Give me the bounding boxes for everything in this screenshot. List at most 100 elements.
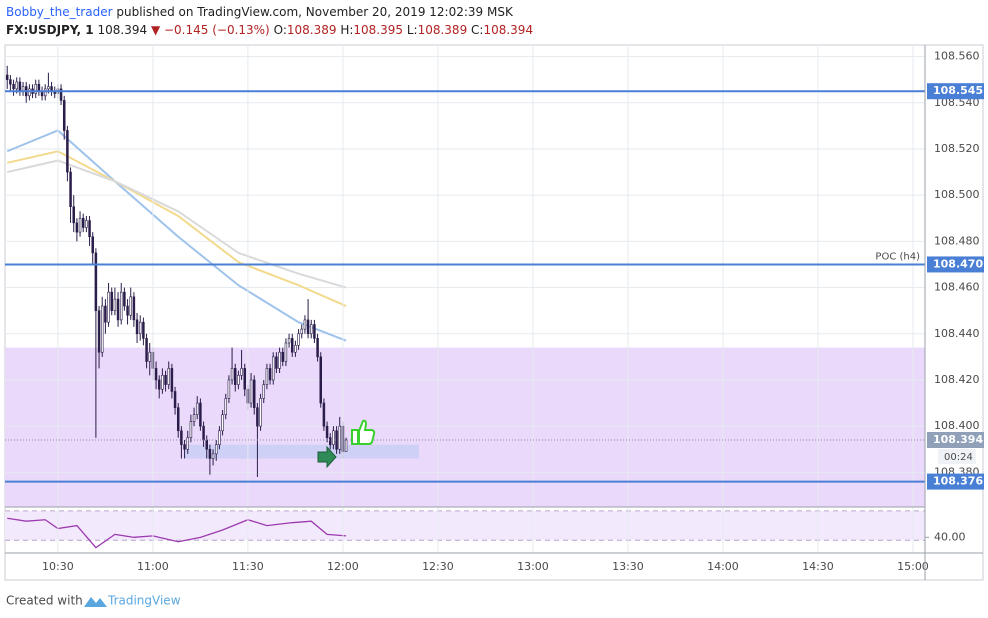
level-label: 108.376	[933, 475, 983, 488]
candle-body	[15, 81, 18, 90]
candle-body	[227, 379, 231, 399]
candle-body	[294, 344, 297, 353]
candle-body	[110, 291, 113, 311]
x-tick-label: 10:30	[42, 560, 74, 573]
countdown: 00:24	[944, 452, 973, 463]
y-tick-label: 108.500	[934, 188, 980, 201]
symbol-line: FX:USDJPY, 1 108.394 ▼ −0.145 (−0.13%) O…	[6, 23, 533, 37]
candle-body	[113, 298, 117, 311]
l-label: L:	[407, 23, 418, 37]
candle-body	[208, 448, 212, 459]
candle-body	[202, 425, 205, 441]
level-label: 108.545	[933, 84, 983, 97]
candle-body	[256, 407, 259, 427]
candle-body	[97, 310, 101, 353]
candle-body	[290, 338, 294, 353]
candle-body	[249, 379, 253, 404]
candle-body	[186, 437, 189, 450]
candle-body	[123, 291, 126, 307]
candle-body	[69, 171, 72, 208]
candle-body	[62, 100, 66, 131]
x-tick-label: 11:30	[232, 560, 264, 573]
x-tick-label: 13:30	[612, 560, 644, 573]
candle-body	[34, 83, 37, 94]
candle-body	[170, 368, 174, 392]
x-tick-label: 12:30	[422, 560, 454, 573]
low: 108.389	[418, 23, 468, 37]
candle-body	[142, 321, 145, 339]
candle-body	[233, 368, 237, 385]
candle-body	[271, 356, 275, 381]
last-price-box	[927, 432, 984, 449]
candle-body	[252, 379, 256, 408]
candle-body	[237, 375, 240, 385]
candle-body	[104, 305, 107, 323]
price: 108.394	[97, 23, 147, 37]
candle-body	[180, 430, 183, 445]
candle-body	[176, 407, 180, 432]
thumbs-up-icon	[351, 419, 376, 445]
candle-body	[88, 220, 91, 238]
candle-body	[243, 368, 246, 390]
candle-body	[37, 83, 41, 92]
candle-body	[319, 356, 322, 404]
candle-body	[94, 252, 98, 311]
footer-created: Created with	[6, 594, 83, 608]
candle-body	[300, 328, 303, 335]
high: 108.395	[353, 23, 403, 37]
countdown-box	[938, 449, 976, 465]
last-price-label: 108.394	[933, 433, 983, 446]
change: ▼ −0.145 (−0.13%)	[151, 23, 270, 37]
candle-body	[47, 86, 50, 90]
candle-body	[75, 222, 79, 233]
candle-body	[287, 338, 291, 344]
candle-body	[129, 296, 132, 316]
candle-body	[278, 351, 281, 369]
candle-body	[325, 425, 329, 438]
footer-brand[interactable]: TradingView	[107, 594, 181, 608]
candle-body	[199, 402, 202, 427]
candle-body	[43, 88, 47, 97]
candle-body	[100, 305, 104, 353]
level-label-box	[927, 256, 984, 273]
x-tick-label: 15:00	[897, 560, 929, 573]
y-tick-label: 108.560	[934, 50, 980, 63]
candle-body	[91, 236, 94, 254]
candle-body	[167, 368, 170, 385]
candle-body	[157, 379, 161, 390]
candle-body	[268, 368, 272, 381]
o-label: O:	[274, 23, 287, 37]
candle-body	[28, 88, 31, 97]
author[interactable]: Bobby_the_trader	[6, 5, 113, 19]
level-label-box	[927, 83, 984, 100]
x-tick-label: 12:00	[327, 560, 359, 573]
tv-logo	[84, 597, 107, 607]
candle-body	[164, 375, 167, 385]
candle-body	[230, 368, 234, 381]
candle-body	[119, 291, 123, 321]
candle-body	[107, 291, 110, 323]
candle-body	[116, 298, 120, 321]
candle-body	[313, 324, 316, 339]
candle-body	[281, 351, 284, 362]
candle-body	[12, 83, 15, 90]
open: 108.389	[287, 23, 337, 37]
candle-body	[192, 414, 196, 422]
indicator-band	[5, 510, 925, 541]
highlight-box	[184, 444, 419, 459]
candle-body	[138, 321, 142, 335]
candle-body	[154, 368, 158, 381]
candle-body	[205, 439, 208, 450]
y-tick-label: 108.440	[934, 327, 980, 340]
y-tick-label: 108.460	[934, 281, 980, 294]
x-tick-label: 14:00	[707, 560, 739, 573]
candle-body	[224, 398, 227, 415]
x-tick-label: 14:30	[802, 560, 834, 573]
candle-body	[338, 425, 341, 450]
h-label: H:	[340, 23, 353, 37]
x-tick-label: 13:00	[517, 560, 549, 573]
candle-body	[183, 444, 186, 450]
candle-body	[284, 342, 288, 362]
frame	[4, 44, 984, 581]
